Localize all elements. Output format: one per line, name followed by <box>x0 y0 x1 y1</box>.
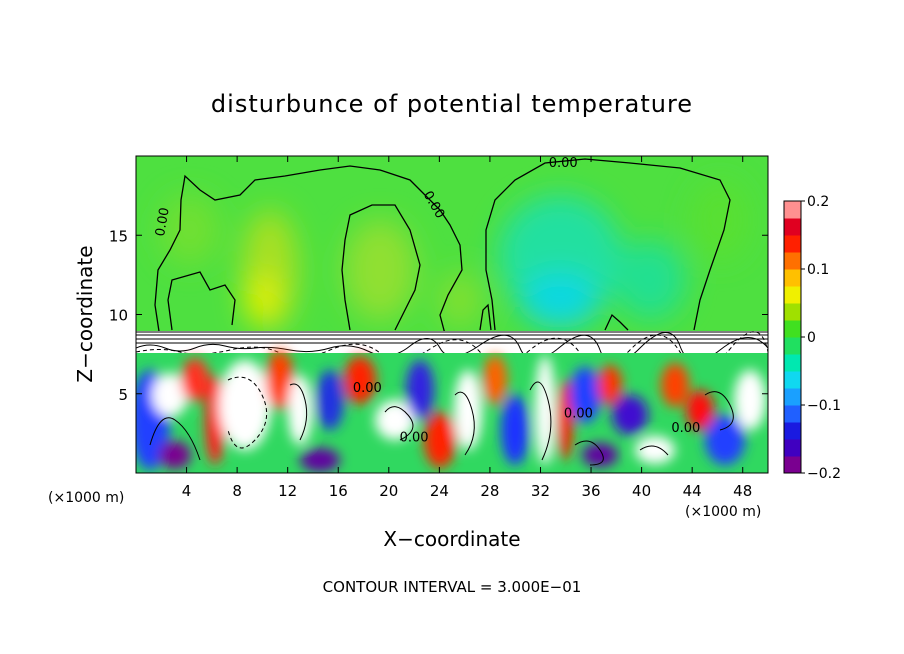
x-tick-label: 44 <box>683 482 702 500</box>
x-axis-label: X−coordinate <box>383 527 520 551</box>
contour-label: 0.00 <box>400 430 429 445</box>
y-unit-label: (×1000 m) <box>48 490 124 506</box>
y-tick-label: 10 <box>109 307 128 325</box>
colorbar-swatch <box>784 354 801 372</box>
chart-title: disturbunce of potential temperature <box>211 90 693 118</box>
colorbar-swatch <box>784 218 801 236</box>
x-tick-label: 20 <box>379 482 398 500</box>
x-unit-label: (×1000 m) <box>685 504 761 520</box>
contour-interval-footer: CONTOUR INTERVAL = 3.000E−01 <box>323 578 582 596</box>
colorbar-swatch <box>784 252 801 270</box>
colorbar-swatch <box>784 337 801 355</box>
colorbar-swatch <box>784 439 801 457</box>
contour-label: 0.00 <box>353 381 382 396</box>
colorbar-swatch <box>784 303 801 321</box>
x-axis-ticks: 4 8 12 16 20 24 28 32 36 40 44 48 <box>182 156 752 500</box>
colorbar-swatch <box>784 235 801 253</box>
colorbar-swatch <box>784 201 801 219</box>
colorbar-swatch <box>784 286 801 304</box>
upper-layer-anomalies <box>160 180 750 330</box>
colorbar-swatch <box>784 422 801 440</box>
colorbar-swatch <box>784 371 801 389</box>
lower-layer-eddies <box>136 350 766 472</box>
colorbar-tick-label: 0.2 <box>807 194 829 210</box>
y-tick-label: 5 <box>118 386 128 404</box>
y-tick-label: 15 <box>109 227 128 245</box>
lower-layer-contours <box>149 376 734 466</box>
y-axis-ticks: 5 10 15 <box>109 227 768 404</box>
contour-label: 0.00 <box>564 407 593 422</box>
upper-zero-contours <box>154 158 731 339</box>
colorbar-swatch <box>784 269 801 287</box>
colorbar-labels: 0.2 0.1 0 −0.1 −0.2 <box>801 194 841 482</box>
colorbar <box>783 200 802 474</box>
colorbar-tick-label: 0 <box>807 330 816 346</box>
x-tick-label: 16 <box>329 482 348 500</box>
x-tick-label: 24 <box>430 482 449 500</box>
potential-temperature-field <box>136 156 768 473</box>
x-tick-label: 8 <box>232 482 242 500</box>
y-axis-label: Z−coordinate <box>73 245 97 382</box>
contour-label: 0.00 <box>549 156 578 171</box>
colorbar-tick-label: −0.1 <box>807 398 841 414</box>
x-tick-label: 40 <box>632 482 651 500</box>
colorbar-swatch <box>784 456 801 474</box>
x-tick-label: 28 <box>480 482 499 500</box>
colorbar-swatch <box>784 320 801 338</box>
x-tick-label: 48 <box>733 482 752 500</box>
contour-label: 0.00 <box>153 206 173 237</box>
colorbar-tick-label: 0.1 <box>807 262 829 278</box>
colorbar-tick-label: −0.2 <box>807 466 841 482</box>
x-tick-label: 32 <box>531 482 550 500</box>
colorbar-swatch <box>784 388 801 406</box>
x-tick-label: 12 <box>278 482 297 500</box>
contour-label: 0.00 <box>671 421 700 436</box>
colorbar-swatch <box>784 405 801 423</box>
transition-band-contours <box>136 331 768 369</box>
x-tick-label: 4 <box>182 482 192 500</box>
x-tick-label: 36 <box>581 482 600 500</box>
